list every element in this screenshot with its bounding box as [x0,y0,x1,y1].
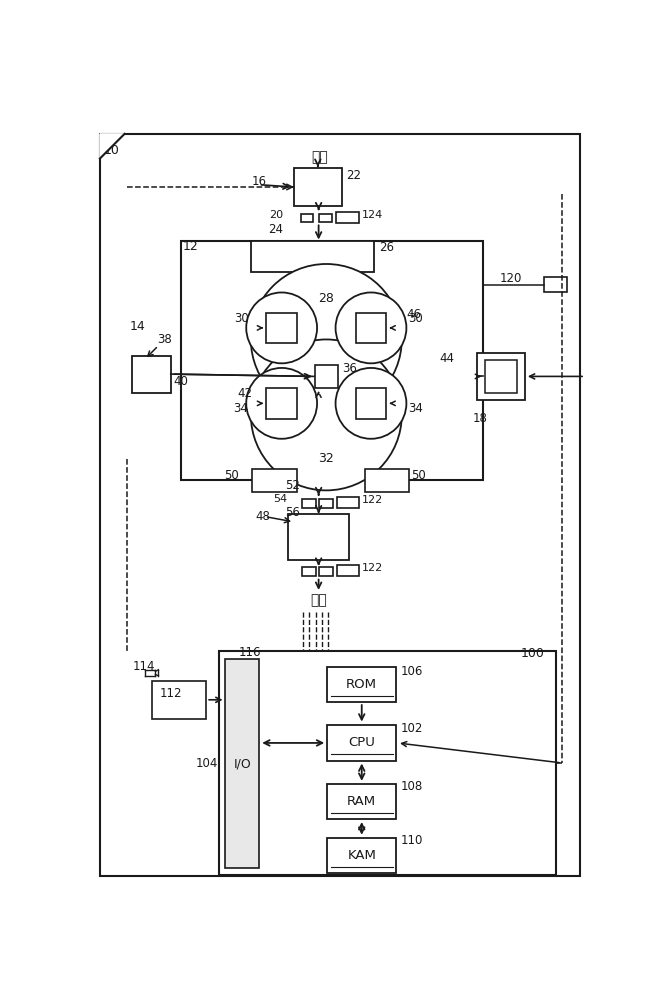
Bar [469,310,562,483]
Text: 54: 54 [274,494,288,504]
Bar [152,681,206,719]
Text: 30: 30 [234,312,249,325]
Bar [327,667,396,702]
Bar [302,499,316,508]
Text: 48: 48 [255,510,271,523]
Text: 106: 106 [400,665,422,678]
Text: 26: 26 [379,241,394,254]
Text: 100: 100 [521,647,545,660]
Text: RAM: RAM [347,795,377,808]
Text: 120: 120 [499,272,522,285]
Bar [337,565,359,576]
Bar [203,310,480,392]
Bar [288,514,349,560]
Bar [267,388,297,419]
Bar [294,168,341,206]
Text: CPU: CPU [348,736,375,749]
Text: 38: 38 [157,333,172,346]
Text: 110: 110 [400,834,422,847]
Bar [251,241,374,272]
Circle shape [246,368,317,439]
Bar [320,567,333,576]
Text: 56: 56 [284,506,300,519]
Text: 32: 32 [318,452,334,465]
Text: 102: 102 [400,722,422,735]
Text: 52: 52 [284,479,300,492]
Bar [133,356,171,393]
Bar [219,651,556,875]
Text: 112: 112 [160,687,182,700]
Text: 36: 36 [341,362,357,375]
Bar [253,469,297,492]
Bar [127,194,562,625]
Text: 34: 34 [408,402,423,415]
Text: 46: 46 [406,308,422,321]
Text: 114: 114 [133,660,154,673]
Bar [320,214,332,222]
Text: 122: 122 [362,563,383,573]
Circle shape [251,264,402,415]
Bar [203,466,480,620]
Bar [267,312,297,343]
Bar [365,469,410,492]
Bar [485,360,517,393]
Bar [280,611,558,651]
Text: 116: 116 [239,646,261,659]
Text: 24: 24 [268,223,283,236]
Circle shape [335,292,406,363]
Text: 50: 50 [411,469,426,482]
Text: 124: 124 [362,210,383,220]
Bar [225,659,259,868]
Bar [280,622,546,651]
Text: 14: 14 [129,320,145,333]
Bar [203,389,480,483]
Bar [327,725,396,761]
Text: 12: 12 [183,240,199,253]
Bar [544,277,568,292]
Text: I/O: I/O [233,757,251,770]
Text: ROM: ROM [346,678,377,691]
Bar [327,838,396,873]
Bar [327,784,396,819]
Bar [335,212,359,223]
Text: 104: 104 [196,757,219,770]
Bar [301,214,313,222]
Text: 排气: 排气 [310,593,327,607]
Text: 22: 22 [346,169,361,182]
Text: 34: 34 [233,402,249,415]
Bar [127,651,215,786]
Bar [337,497,359,508]
Text: 40: 40 [173,375,188,388]
Text: 10: 10 [104,144,119,157]
Text: 122: 122 [362,495,383,505]
Text: 20: 20 [269,210,283,220]
Bar [302,567,316,576]
Polygon shape [100,134,125,158]
Circle shape [246,292,317,363]
Bar [181,241,483,480]
Text: 50: 50 [224,469,239,482]
Text: 108: 108 [400,780,422,793]
Circle shape [251,339,402,490]
Text: KAM: KAM [347,849,376,862]
Bar [477,353,525,400]
Text: 28: 28 [318,292,334,305]
Bar [320,499,333,508]
Text: 16: 16 [252,175,267,188]
Bar [355,388,387,419]
Circle shape [335,368,406,439]
Bar [355,312,387,343]
Bar [127,320,200,459]
Text: 进气: 进气 [311,150,328,164]
Text: 18: 18 [473,412,487,425]
Text: 30: 30 [408,312,423,325]
Bar [315,365,338,388]
Text: 44: 44 [439,352,454,365]
Text: 42: 42 [237,387,252,400]
